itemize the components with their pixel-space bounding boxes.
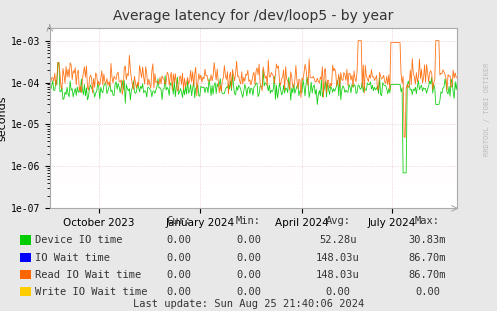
Text: 0.00: 0.00	[415, 287, 440, 297]
Text: 52.28u: 52.28u	[319, 235, 357, 245]
Text: Avg:: Avg:	[326, 216, 350, 226]
Text: Max:: Max:	[415, 216, 440, 226]
Text: RRDTOOL / TOBI OETIKER: RRDTOOL / TOBI OETIKER	[484, 62, 490, 156]
Text: 0.00: 0.00	[236, 235, 261, 245]
Text: 0.00: 0.00	[166, 253, 191, 262]
Text: Min:: Min:	[236, 216, 261, 226]
Text: Write IO Wait time: Write IO Wait time	[35, 287, 147, 297]
Text: 0.00: 0.00	[236, 253, 261, 262]
Text: 86.70m: 86.70m	[409, 270, 446, 280]
Text: 0.00: 0.00	[326, 287, 350, 297]
Text: 30.83m: 30.83m	[409, 235, 446, 245]
Title: Average latency for /dev/loop5 - by year: Average latency for /dev/loop5 - by year	[113, 9, 394, 23]
Y-axis label: seconds: seconds	[0, 95, 8, 141]
Text: Last update: Sun Aug 25 21:40:06 2024: Last update: Sun Aug 25 21:40:06 2024	[133, 299, 364, 309]
Text: Cur:: Cur:	[166, 216, 191, 226]
Text: 0.00: 0.00	[236, 270, 261, 280]
Text: 148.03u: 148.03u	[316, 253, 360, 262]
Text: Device IO time: Device IO time	[35, 235, 122, 245]
Text: IO Wait time: IO Wait time	[35, 253, 110, 262]
Text: 148.03u: 148.03u	[316, 270, 360, 280]
Text: 0.00: 0.00	[166, 270, 191, 280]
Text: 0.00: 0.00	[166, 287, 191, 297]
Text: 0.00: 0.00	[236, 287, 261, 297]
Text: Read IO Wait time: Read IO Wait time	[35, 270, 141, 280]
Text: 0.00: 0.00	[166, 235, 191, 245]
Text: 86.70m: 86.70m	[409, 253, 446, 262]
